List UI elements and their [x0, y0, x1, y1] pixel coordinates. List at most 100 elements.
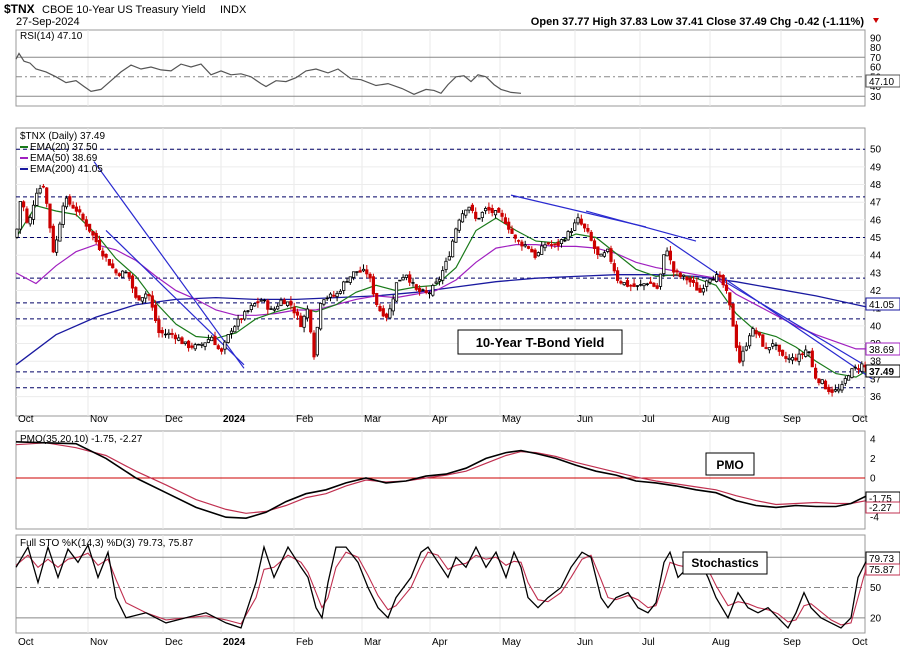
- candle-body: [596, 246, 600, 256]
- x-axis-label-top-oct: Oct: [852, 414, 868, 425]
- candle-body: [84, 219, 88, 227]
- candle-body: [134, 287, 138, 298]
- candle-body: [787, 357, 791, 360]
- candle-body: [625, 280, 630, 287]
- candle-body: [15, 228, 19, 238]
- pmo-panel-frame: [15, 430, 866, 530]
- candle-body: [368, 273, 372, 279]
- candle-body: [173, 334, 177, 340]
- candle-body: [658, 273, 663, 287]
- candle-body: [450, 240, 455, 258]
- candle-body: [431, 284, 435, 296]
- candle-body: [721, 274, 725, 286]
- candle-body: [295, 311, 300, 316]
- candle-body: [592, 240, 597, 250]
- candle-body: [365, 269, 369, 275]
- candle-body: [800, 353, 805, 356]
- candle-body: [177, 337, 181, 341]
- candle-body: [378, 305, 382, 312]
- candle-body: [619, 281, 623, 284]
- candle-body: [460, 213, 465, 223]
- x-axis-label-top-mar: Mar: [364, 414, 382, 425]
- candle-body: [751, 328, 755, 337]
- candle-body: [579, 218, 583, 225]
- candle-body: [229, 330, 234, 334]
- x-axis-label-top-jun: Jun: [577, 414, 593, 425]
- candle-body: [163, 333, 168, 336]
- candle-body: [180, 337, 184, 345]
- candle-body: [328, 293, 333, 298]
- candle-body: [51, 225, 55, 253]
- candle-body: [573, 222, 577, 231]
- candle-body: [675, 270, 679, 273]
- candle-body: [711, 278, 715, 281]
- x-axis-label-top-nov: Nov: [90, 414, 108, 425]
- candle-body: [114, 269, 118, 274]
- candle-body: [398, 279, 402, 282]
- sto-annotation-box: [682, 551, 768, 575]
- candle-body: [744, 345, 748, 351]
- x-axis-label-bottom-dec: Dec: [165, 637, 183, 648]
- candle-body: [685, 276, 689, 281]
- candle-body: [688, 278, 692, 283]
- price-tick-37: 37: [870, 374, 882, 385]
- candle-body: [761, 334, 765, 347]
- pmo-signal-line: [15, 442, 869, 514]
- candle-body: [850, 368, 854, 378]
- candle-body: [602, 252, 607, 257]
- candle-body: [38, 188, 42, 194]
- candle-body: [351, 271, 356, 278]
- candle-body: [754, 330, 758, 335]
- candle-body: [121, 270, 125, 278]
- candle-body: [104, 253, 108, 258]
- sto-k-line: [15, 543, 869, 629]
- candle-body: [817, 378, 821, 384]
- candle-body: [583, 223, 587, 229]
- candle-body: [144, 293, 148, 299]
- x-axis-label-bottom-aug: Aug: [712, 637, 730, 648]
- candle-body: [101, 250, 105, 257]
- ema200-tag: 41.05: [865, 297, 900, 311]
- candle-body: [74, 206, 78, 212]
- candle-body: [424, 290, 428, 293]
- x-axis-label-bottom-feb: Feb: [296, 637, 314, 648]
- candle-body: [256, 301, 260, 304]
- price-tick-38: 38: [870, 357, 882, 368]
- pmo-signal-tag: -2.27: [865, 501, 900, 514]
- price-tick-50: 50: [870, 145, 882, 156]
- x-axis-label-top-feb: Feb: [296, 414, 314, 425]
- x-axis-label-bottom-jun: Jun: [577, 637, 593, 648]
- candle-body: [691, 279, 696, 283]
- candle-body: [203, 342, 207, 347]
- candle-body: [309, 309, 313, 333]
- candle-body: [417, 287, 422, 292]
- candle-body: [259, 299, 263, 302]
- rsi-tick-60: 60: [870, 63, 882, 74]
- candle-body: [61, 205, 65, 225]
- candle-body: [21, 201, 26, 208]
- trendline-3: [585, 210, 697, 242]
- candle-body: [632, 283, 636, 287]
- candle-body: [840, 384, 844, 391]
- candle-body: [276, 305, 280, 310]
- x-axis-label-top-dec: Dec: [165, 414, 183, 425]
- header-ohlc: Open 37.77 High 37.83 Low 37.41 Close 37…: [531, 16, 865, 28]
- candle-body: [213, 335, 217, 346]
- candle-body: [421, 289, 425, 291]
- candle-body: [784, 356, 788, 359]
- candle-body: [302, 315, 306, 328]
- candle-body: [282, 299, 286, 305]
- candle-body: [589, 231, 593, 241]
- candle-body: [823, 380, 828, 390]
- pmo-line: [15, 441, 869, 520]
- pmo-annotation-box: [705, 452, 755, 476]
- candle-body: [517, 240, 521, 242]
- candle-body: [731, 303, 735, 327]
- candle-body: [31, 204, 36, 220]
- price-tick-49: 49: [870, 162, 882, 173]
- x-axis-label-bottom-oct: Oct: [18, 637, 34, 648]
- candle-body: [91, 231, 95, 236]
- rsi-tick-80: 80: [870, 43, 882, 54]
- pmo-tag-text: -1.75: [869, 494, 892, 505]
- candle-body: [718, 274, 722, 278]
